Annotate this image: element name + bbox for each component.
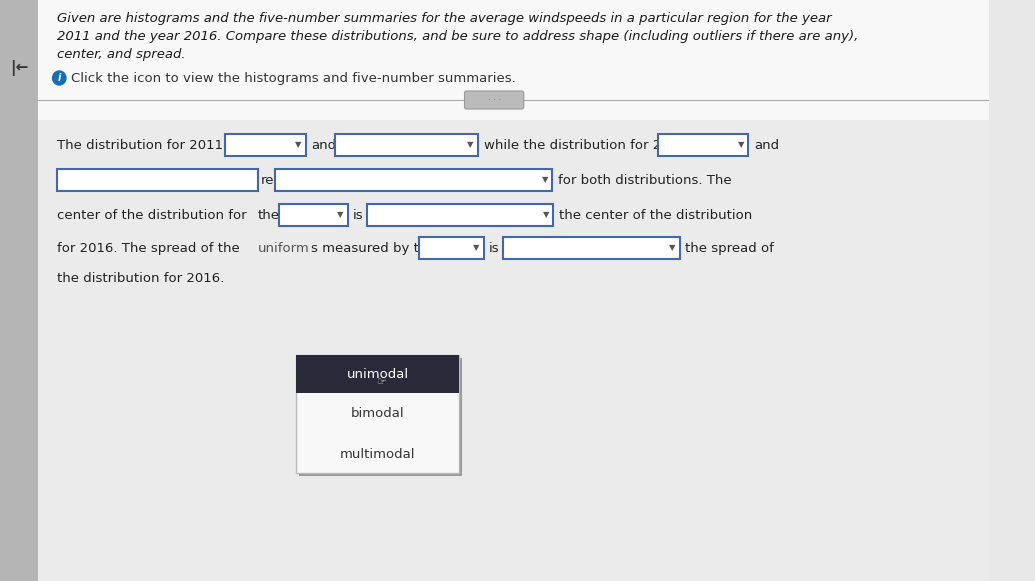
Circle shape [53,71,66,85]
Text: for both distributions. The: for both distributions. The [558,174,732,187]
Text: while the distribution for 2016 is: while the distribution for 2016 is [483,138,701,152]
Text: and: and [312,138,336,152]
Text: for 2016. The spread of the: for 2016. The spread of the [57,242,240,254]
Text: ▼: ▼ [669,243,675,253]
Text: is: is [489,242,499,254]
Text: is: is [353,209,363,221]
Text: the distribution for 2016.: the distribution for 2016. [57,271,225,285]
Text: uniform: uniform [258,242,309,254]
Text: ▼: ▼ [467,141,473,149]
Bar [279,204,348,226]
Text: the: the [258,209,280,221]
Bar [657,134,748,156]
Text: ▼: ▼ [738,141,744,149]
Text: the center of the distribution: the center of the distribution [559,209,752,221]
Text: 2011 and the year 2016. Compare these distributions, and be sure to address shap: 2011 and the year 2016. Compare these di… [57,30,859,43]
Text: ▼: ▼ [541,175,549,185]
Text: ▼: ▼ [337,210,344,220]
Text: the spread of: the spread of [685,242,774,254]
Text: and: and [755,138,779,152]
Text: · · ·: · · · [487,95,501,105]
Bar [38,120,989,581]
Text: Click the icon to view the histograms and five-number summaries.: Click the icon to view the histograms an… [70,71,515,84]
Text: ☞: ☞ [378,377,387,387]
Text: s measured by the: s measured by the [310,242,436,254]
Text: |←: |← [10,60,28,76]
Text: i: i [58,73,61,83]
Bar [275,169,553,191]
Bar [296,355,459,393]
Bar [299,358,462,476]
Text: ▼: ▼ [473,243,479,253]
Bar [38,0,989,120]
Bar [367,204,554,226]
Text: bimodal: bimodal [351,407,405,420]
Text: ▼: ▼ [542,210,549,220]
Text: multimodal: multimodal [339,448,415,461]
Bar [0,0,38,581]
Bar [296,355,459,473]
Text: Given are histograms and the five-number summaries for the average windspeeds in: Given are histograms and the five-number… [57,12,832,25]
Text: center, and spread.: center, and spread. [57,48,186,61]
FancyBboxPatch shape [465,91,524,109]
Text: The distribution for 2011 is: The distribution for 2011 is [57,138,238,152]
Text: center of the distribution for: center of the distribution for [57,209,247,221]
Bar [418,237,483,259]
Bar [334,134,478,156]
Bar [57,169,258,191]
Text: ▼: ▼ [295,141,301,149]
Bar [503,237,680,259]
Bar [225,134,306,156]
Text: re: re [261,174,274,187]
Text: unimodal: unimodal [347,368,409,381]
